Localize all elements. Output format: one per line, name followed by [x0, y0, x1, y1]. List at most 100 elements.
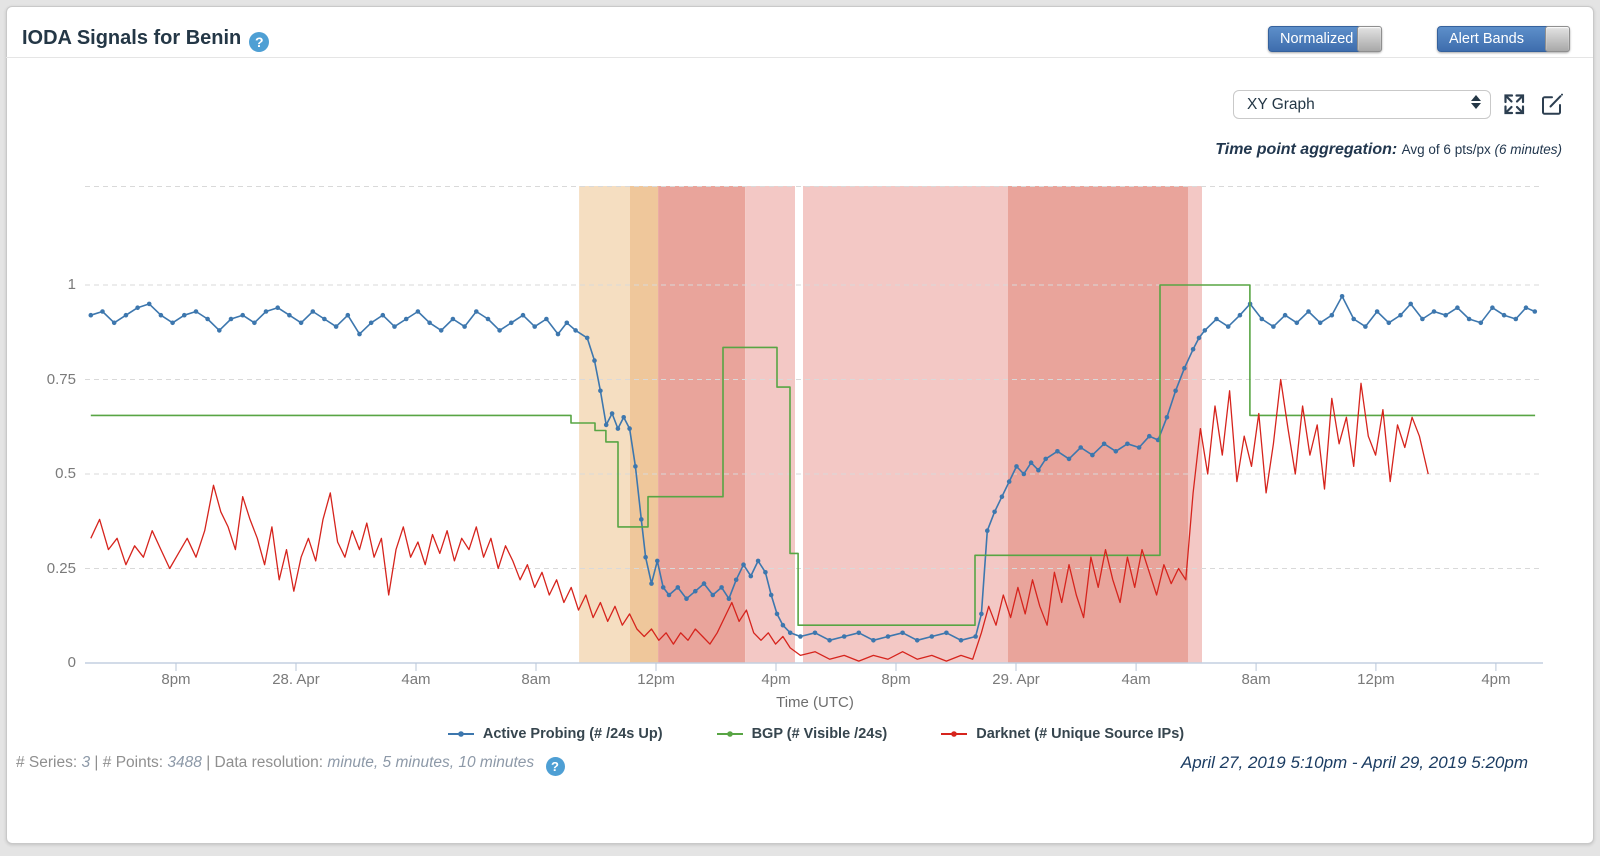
series-marker-active-probing[interactable] [1339, 294, 1345, 299]
series-marker-active-probing[interactable] [1113, 449, 1119, 454]
series-marker-active-probing[interactable] [774, 611, 780, 617]
series-marker-active-probing[interactable] [544, 316, 549, 322]
footer-help-icon[interactable]: ? [545, 757, 565, 776]
series-line-active-probing[interactable] [90, 295, 1536, 642]
series-marker-active-probing[interactable] [615, 426, 621, 431]
series-marker-active-probing[interactable] [719, 585, 724, 590]
series-marker-active-probing[interactable] [639, 517, 644, 522]
series-marker-active-probing[interactable] [1351, 316, 1356, 322]
series-marker-active-probing[interactable] [1306, 309, 1311, 314]
series-marker-active-probing[interactable] [1294, 320, 1300, 326]
legend-item-bgp[interactable]: BGP (# Visible /24s) [715, 726, 887, 742]
series-marker-active-probing[interactable] [584, 335, 590, 341]
series-marker-active-probing[interactable] [111, 320, 117, 326]
title-help-icon[interactable]: ? [249, 32, 270, 52]
series-marker-active-probing[interactable] [798, 634, 803, 639]
series-marker-active-probing[interactable] [885, 634, 891, 639]
series-marker-active-probing[interactable] [509, 320, 514, 326]
expand-icon[interactable] [1502, 92, 1526, 116]
series-marker-active-probing[interactable] [158, 312, 164, 318]
series-marker-active-probing[interactable] [415, 309, 421, 314]
series-marker-active-probing[interactable] [655, 558, 660, 564]
series-marker-active-probing[interactable] [193, 309, 199, 314]
series-marker-active-probing[interactable] [1028, 460, 1034, 466]
series-marker-active-probing[interactable] [748, 573, 754, 579]
series-marker-active-probing[interactable] [649, 581, 654, 586]
series-marker-active-probing[interactable] [763, 570, 768, 575]
series-marker-active-probing[interactable] [929, 634, 935, 639]
series-marker-active-probing[interactable] [733, 577, 739, 583]
series-marker-active-probing[interactable] [1090, 452, 1095, 458]
series-marker-active-probing[interactable] [532, 324, 537, 329]
series-marker-active-probing[interactable] [298, 320, 304, 326]
series-marker-active-probing[interactable] [380, 312, 386, 318]
series-marker-active-probing[interactable] [1164, 415, 1170, 420]
series-marker-active-probing[interactable] [263, 309, 269, 314]
series-marker-active-probing[interactable] [1182, 365, 1187, 371]
series-marker-active-probing[interactable] [621, 415, 626, 420]
legend-item-active-probing[interactable]: Active Probing (# /24s Up) [446, 726, 663, 742]
series-marker-active-probing[interactable] [88, 312, 94, 318]
series-marker-active-probing[interactable] [755, 558, 761, 564]
series-marker-active-probing[interactable] [1196, 335, 1202, 341]
series-marker-active-probing[interactable] [1455, 305, 1460, 310]
series-marker-active-probing[interactable] [403, 316, 409, 322]
series-marker-active-probing[interactable] [999, 494, 1005, 500]
series-marker-active-probing[interactable] [944, 630, 949, 636]
series-marker-active-probing[interactable] [1386, 320, 1392, 326]
series-marker-active-probing[interactable] [217, 328, 222, 333]
series-marker-active-probing[interactable] [182, 312, 187, 318]
series-marker-active-probing[interactable] [333, 324, 339, 329]
series-marker-active-probing[interactable] [1466, 316, 1472, 322]
series-line-bgp[interactable] [90, 284, 1536, 627]
alert-bands-toggle[interactable]: Alert Bands [1437, 26, 1570, 52]
series-marker-active-probing[interactable] [1078, 445, 1083, 450]
series-marker-active-probing[interactable] [275, 305, 280, 310]
series-marker-active-probing[interactable] [1036, 467, 1041, 473]
alert-bands-toggle-knob[interactable] [1545, 26, 1570, 52]
series-marker-active-probing[interactable] [1202, 328, 1208, 333]
series-marker-active-probing[interactable] [710, 592, 716, 598]
series-marker-active-probing[interactable] [603, 422, 609, 428]
series-marker-active-probing[interactable] [1374, 309, 1380, 314]
series-marker-active-probing[interactable] [701, 581, 707, 586]
series-marker-active-probing[interactable] [287, 312, 292, 318]
series-marker-active-probing[interactable] [573, 328, 578, 333]
series-marker-active-probing[interactable] [1420, 316, 1425, 322]
series-marker-active-probing[interactable] [609, 411, 615, 416]
series-marker-active-probing[interactable] [555, 331, 561, 337]
series-marker-active-probing[interactable] [992, 509, 997, 515]
series-marker-active-probing[interactable] [633, 464, 638, 469]
series-marker-active-probing[interactable] [1136, 445, 1142, 450]
series-marker-active-probing[interactable] [310, 309, 316, 314]
series-marker-active-probing[interactable] [1006, 479, 1012, 484]
series-marker-active-probing[interactable] [1282, 312, 1288, 318]
series-marker-active-probing[interactable] [100, 309, 105, 314]
series-marker-active-probing[interactable] [726, 596, 732, 601]
series-marker-active-probing[interactable] [660, 585, 666, 590]
series-marker-active-probing[interactable] [1329, 312, 1335, 318]
series-marker-active-probing[interactable] [1443, 312, 1448, 318]
series-marker-active-probing[interactable] [768, 592, 774, 598]
series-marker-active-probing[interactable] [973, 634, 978, 639]
series-marker-active-probing[interactable] [205, 316, 210, 322]
series-marker-active-probing[interactable] [170, 320, 175, 326]
series-marker-active-probing[interactable] [780, 622, 786, 628]
series-marker-active-probing[interactable] [228, 316, 234, 322]
series-marker-active-probing[interactable] [146, 301, 152, 307]
series-marker-active-probing[interactable] [1478, 320, 1484, 326]
normalized-toggle[interactable]: Normalized [1268, 26, 1382, 52]
series-marker-active-probing[interactable] [392, 324, 397, 329]
plot-svg[interactable] [85, 186, 1545, 678]
series-marker-active-probing[interactable] [675, 585, 681, 590]
series-marker-active-probing[interactable] [871, 638, 876, 643]
series-marker-active-probing[interactable] [450, 316, 456, 322]
series-marker-active-probing[interactable] [598, 388, 603, 394]
series-marker-active-probing[interactable] [1237, 312, 1243, 318]
series-marker-active-probing[interactable] [1147, 433, 1152, 439]
series-marker-active-probing[interactable] [438, 328, 444, 333]
series-marker-active-probing[interactable] [958, 638, 964, 643]
normalized-toggle-knob[interactable] [1357, 26, 1382, 52]
series-marker-active-probing[interactable] [1431, 309, 1437, 314]
series-marker-active-probing[interactable] [812, 630, 818, 636]
